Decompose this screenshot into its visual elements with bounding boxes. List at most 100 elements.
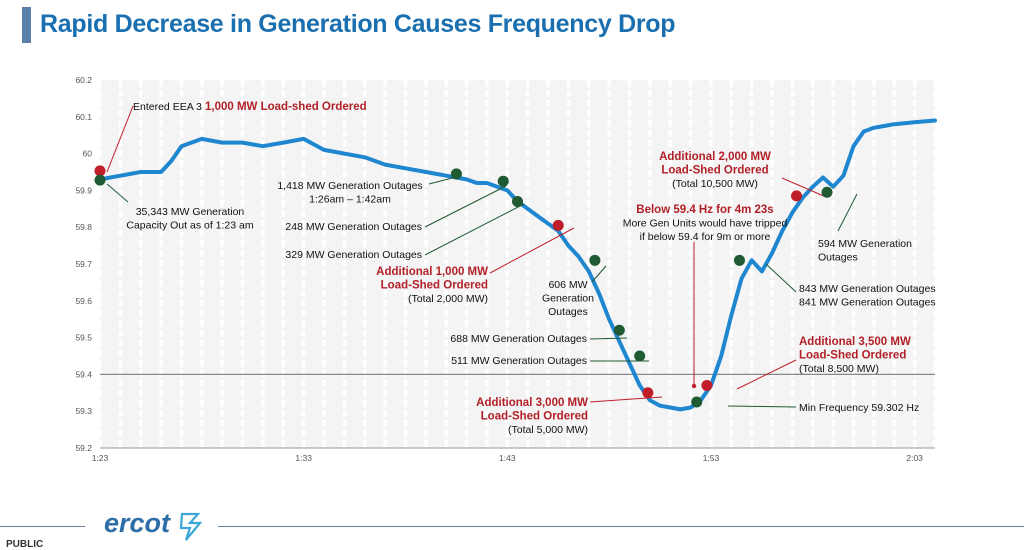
annotation-text: 688 MW Generation Outages <box>450 333 587 345</box>
y-tick-label: 59.8 <box>75 222 92 232</box>
annotation-outage594: 594 MW Generation Outages <box>818 238 912 264</box>
ercot-logo: ercot <box>104 508 171 538</box>
annotation-text: 843 MW Generation Outages <box>799 283 936 295</box>
red-event-marker <box>791 190 803 202</box>
leader-line <box>837 193 858 232</box>
green-event-marker <box>94 174 106 186</box>
y-tick-label: 59.7 <box>75 259 92 269</box>
y-tick-label: 60.1 <box>75 112 92 122</box>
below-threshold-dot <box>691 383 697 389</box>
frequency-series-line <box>98 118 937 412</box>
frequency-chart: 59.2 59.3 59.4 59.5 59.6 59.7 59.8 59.9 60 60.1 60… <box>75 75 937 463</box>
leader-line <box>424 203 525 256</box>
annotation-text: 248 MW Generation Outages <box>285 221 422 233</box>
y-tick-label: 59.6 <box>75 296 92 306</box>
annotation-capacity: 35,343 MW Generation Capacity Out as of 1… <box>126 206 253 232</box>
annotation-text: 841 MW Generation Outages <box>799 297 936 309</box>
red-event-marker <box>94 165 106 177</box>
annotation-text: Capacity Out as of 1:23 am <box>126 220 253 232</box>
annotation-text: 511 MW Generation Outages <box>451 355 587 367</box>
footer-rule-right <box>218 526 1024 527</box>
annotation-red-text: Load-Shed Ordered <box>799 350 906 362</box>
y-tick-label: 60.2 <box>75 75 92 85</box>
annotation-add2000: Additional 2,000 MW Load-Shed Ordered(Tot… <box>659 151 771 190</box>
annotation-below594: Below 59.4 Hz for 4m 23s More Gen Units w… <box>623 204 788 243</box>
annotation-text: (Total 8,500 MW) <box>799 363 879 375</box>
green-event-marker <box>512 195 523 207</box>
annotation-add3000: Additional 3,000 MW Load-Shed Ordered(Tot… <box>476 397 588 436</box>
green-event-marker <box>497 175 509 187</box>
annotation-text: 606 MW <box>548 279 587 291</box>
leader-line <box>424 185 507 228</box>
leader-line <box>589 337 628 340</box>
leader-line <box>727 405 797 408</box>
annotation-outage329: 329 MW Generation Outages <box>285 249 422 261</box>
green-event-marker <box>691 396 703 408</box>
annotation-text: Min Frequency 59.302 Hz <box>799 402 919 414</box>
green-event-marker <box>634 350 646 362</box>
annotation-text: 329 MW Generation Outages <box>285 249 422 261</box>
annotation-outage511: 511 MW Generation Outages <box>451 355 587 367</box>
annotation-text: More Gen Units would have tripped <box>623 218 788 230</box>
x-tick-label: 1:23 <box>92 453 109 463</box>
annotation-red-text: Additional 1,000 MW <box>376 266 488 278</box>
y-tick-label: 59.5 <box>75 333 92 343</box>
red-event-marker <box>642 387 654 399</box>
annotation-text: (Total 10,500 MW) <box>672 178 758 190</box>
leader-line <box>781 177 827 198</box>
chart-axes: 59.2 59.3 59.4 59.5 59.6 59.7 59.8 59.9 60 60.1 60… <box>75 75 935 463</box>
annotation-red-text: Additional 2,000 MW <box>659 151 771 163</box>
leader-line <box>489 227 575 274</box>
annotation-text: if below 59.4 for 9m or more <box>640 231 771 243</box>
classification-label: PUBLIC <box>6 539 44 550</box>
green-event-marker <box>821 186 833 198</box>
annotation-text: 1:26am – 1:42am <box>309 194 391 206</box>
annotation-outage248: 248 MW Generation Outages <box>285 221 422 233</box>
annotation-red-text: Load-Shed Ordered <box>481 411 588 423</box>
annotation-text: 35,343 MW Generation <box>136 206 245 218</box>
annotation-red-text: Additional 3,500 MW <box>799 336 911 348</box>
leader-line <box>736 359 797 390</box>
footer-rule-left <box>0 526 85 527</box>
annotation-text: 1,418 MW Generation Outages <box>277 180 422 192</box>
title-accent-bar <box>22 7 31 43</box>
annotation-red-text: Load-Shed Ordered <box>661 165 768 177</box>
leader-line <box>591 265 607 283</box>
green-event-marker <box>450 168 462 180</box>
green-event-marker <box>613 324 625 336</box>
leader-line <box>106 105 134 173</box>
x-tick-label: 1:43 <box>499 453 516 463</box>
green-event-marker <box>733 254 745 266</box>
annotation-outage1418: 1,418 MW Generation Outages 1:26am – 1:42… <box>277 180 422 206</box>
chart-series <box>98 118 937 412</box>
plot-background <box>100 80 935 448</box>
annotation-text: (Total 5,000 MW) <box>508 424 588 436</box>
y-tick-label: 59.9 <box>75 185 92 195</box>
annotation-red-text: Below 59.4 Hz for 4m 23s <box>636 204 773 216</box>
red-event-marker <box>552 219 564 231</box>
chart-annotations: Entered EEA 3 1,000 MW Load-shed Ordered 3… <box>126 101 935 436</box>
annotation-text: Entered EEA 3 <box>133 101 202 113</box>
annotation-minfreq: Min Frequency 59.302 Hz <box>799 402 919 414</box>
annotation-outage843: 843 MW Generation Outages 841 MW Generati… <box>799 283 936 309</box>
x-tick-label: 2:03 <box>906 453 923 463</box>
annotation-text: Outages <box>548 306 588 318</box>
leader-line <box>765 263 797 293</box>
chart-grid <box>98 80 937 448</box>
leader-line <box>106 183 129 203</box>
y-tick-label: 59.2 <box>75 443 92 453</box>
red-event-marker <box>701 379 713 391</box>
ercot-bolt-icon <box>179 512 203 541</box>
y-tick-label: 59.3 <box>75 406 92 416</box>
x-tick-label: 1:33 <box>295 453 312 463</box>
chart-markers <box>94 165 833 408</box>
annotation-text: Generation <box>542 293 594 305</box>
annotation-red-text: 1,000 MW Load-shed Ordered <box>205 101 367 113</box>
annotation-eea3: Entered EEA 3 1,000 MW Load-shed Ordered <box>133 101 367 113</box>
annotation-outage688: 688 MW Generation Outages <box>450 333 587 345</box>
annotation-text: Outages <box>818 252 858 264</box>
annotation-red-text: Load-Shed Ordered <box>381 280 488 292</box>
x-tick-label: 1:53 <box>703 453 720 463</box>
annotation-red-text: Additional 3,000 MW <box>476 397 588 409</box>
